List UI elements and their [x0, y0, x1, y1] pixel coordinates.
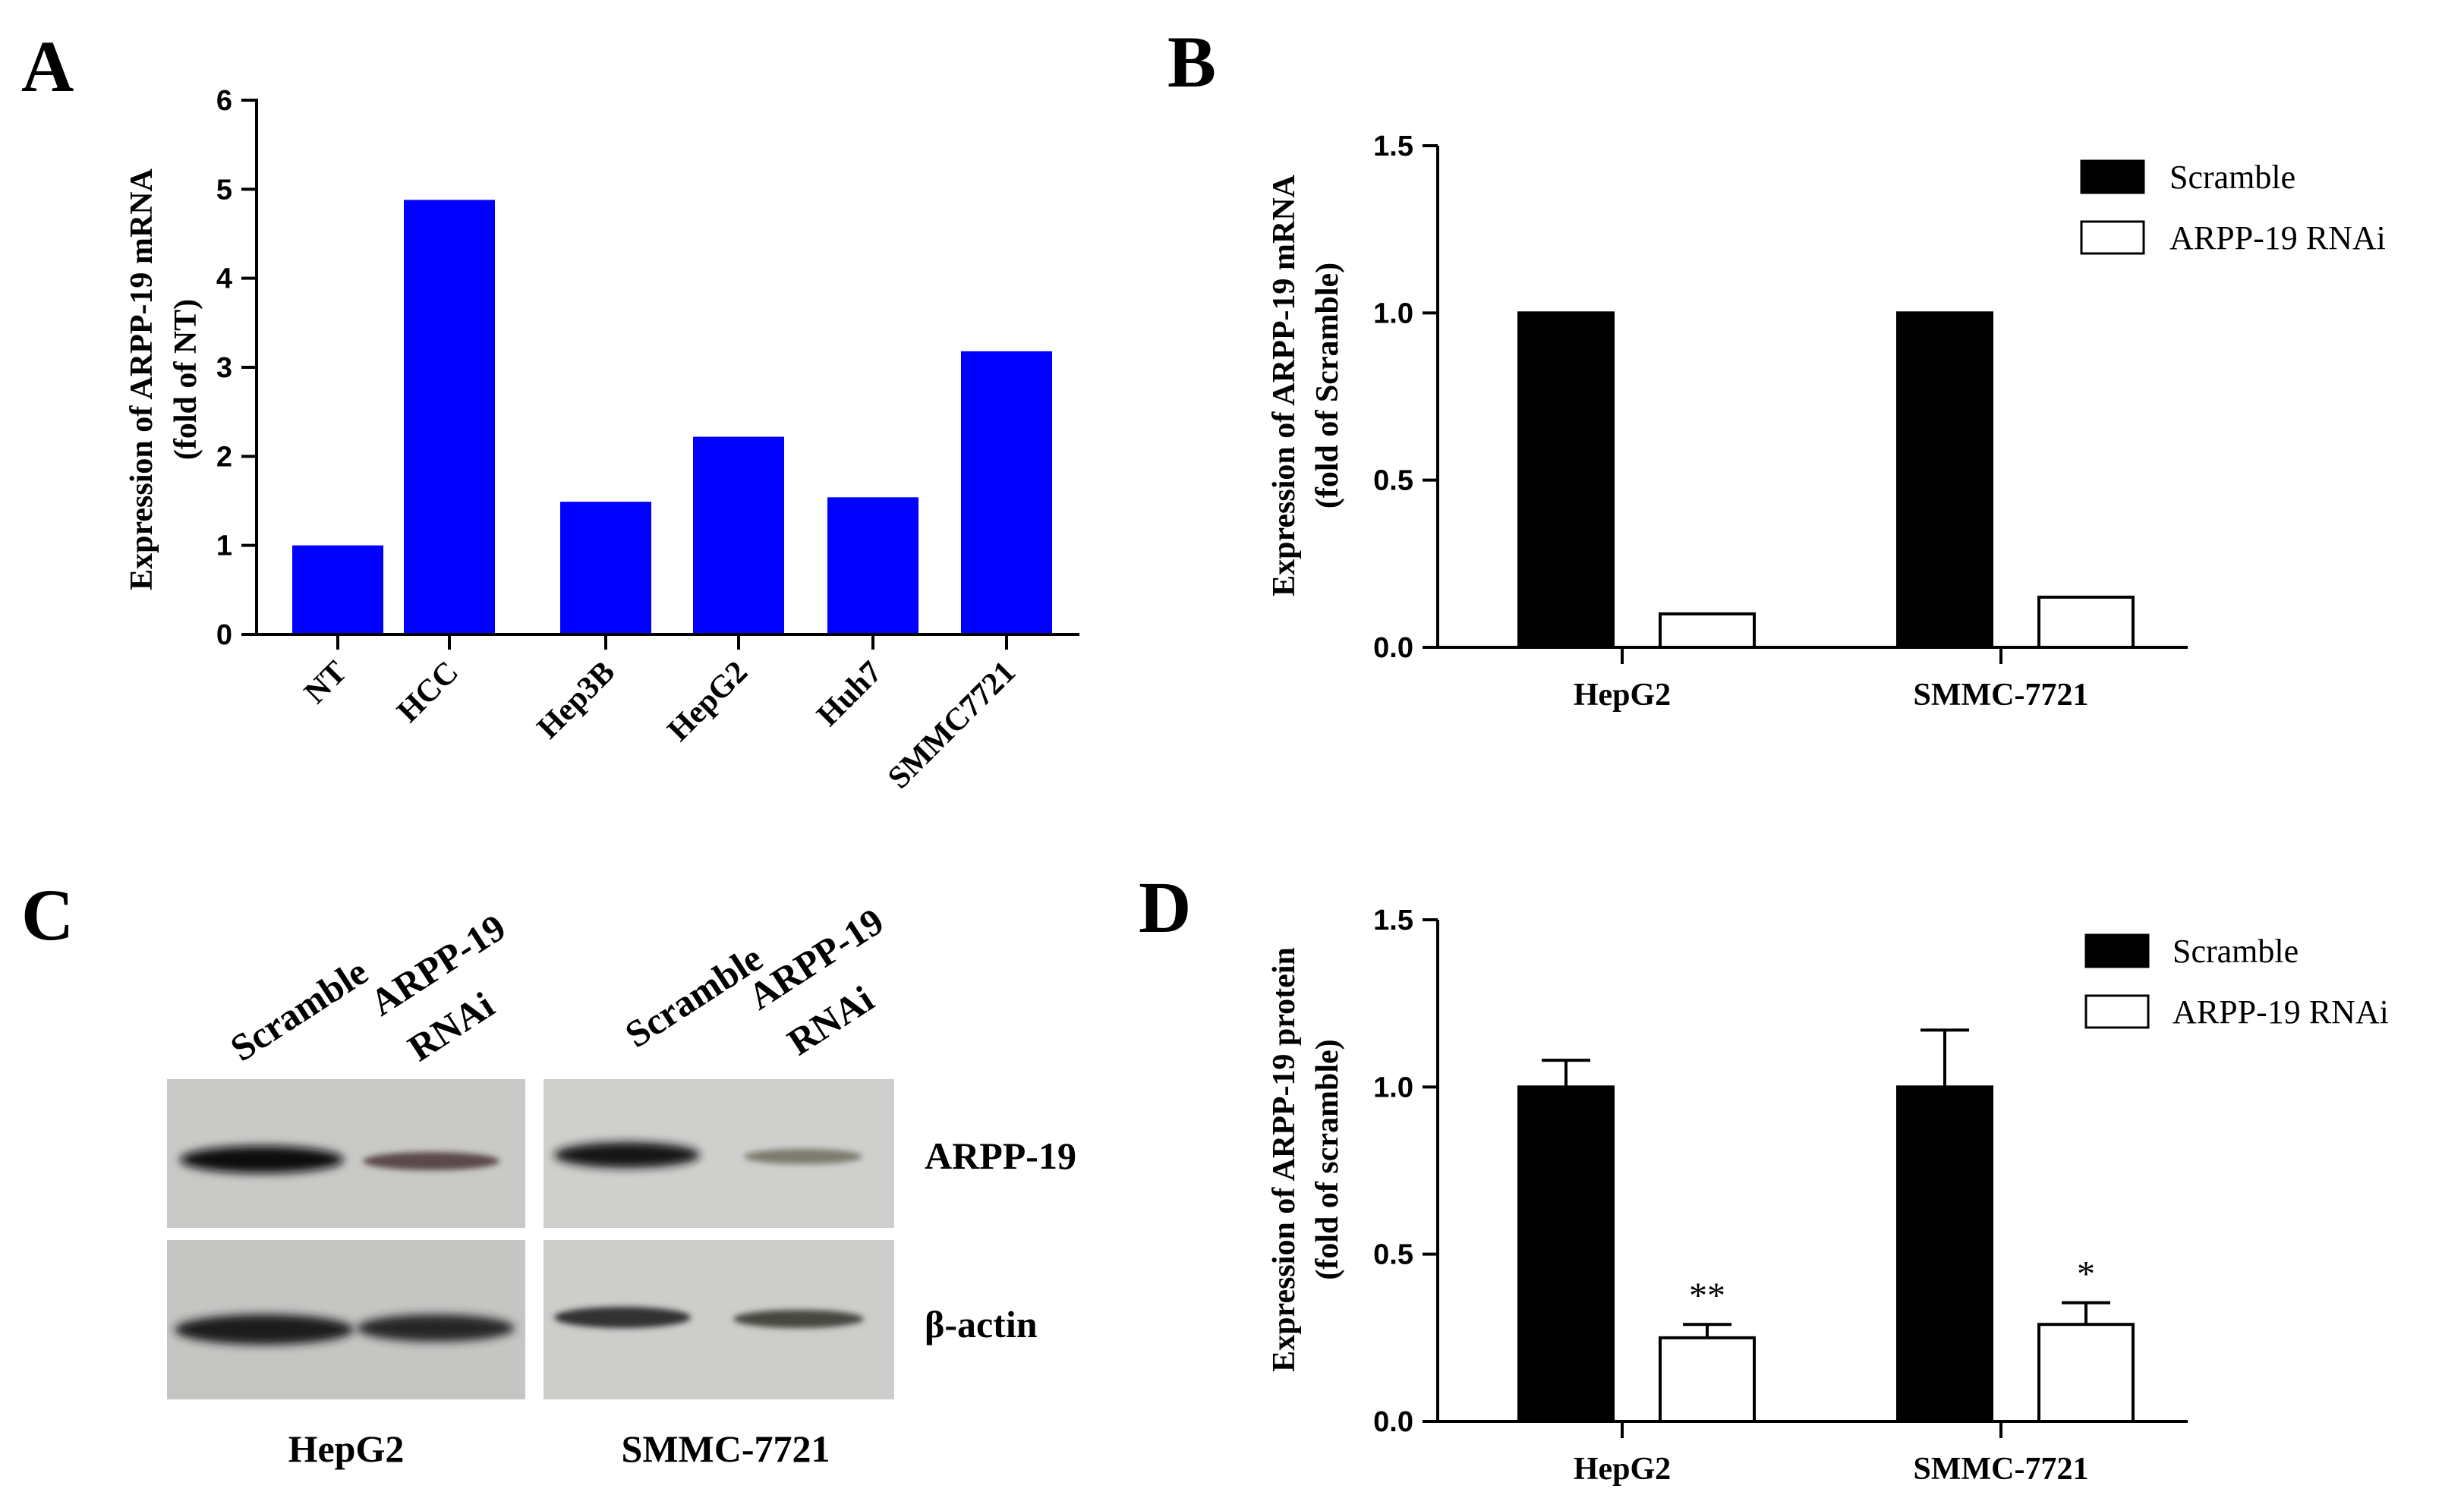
y-tick-label: 0.5: [1373, 465, 1413, 497]
panel-b-ylabel-line1: Expression of ARPP-19 mRNA: [1267, 174, 1302, 596]
bar-scramble-hepg2: [1517, 1085, 1615, 1424]
panel-b-legend: Scramble ARPP-19 RNAi: [2080, 159, 2386, 257]
bar-scramble-hepg2: [1517, 311, 1615, 649]
x-tick-label: HepG2: [1574, 1452, 1671, 1487]
y-tick-label: 1.0: [1373, 297, 1413, 329]
panel-b-x-labels: HepG2 SMMC-7721: [1574, 647, 2089, 713]
panel-a-letter: A: [21, 26, 74, 107]
y-tick-label: 1: [216, 530, 232, 562]
y-tick-label: 0: [216, 619, 232, 651]
panel-d-legend-swatch-rnai: [2084, 994, 2150, 1029]
panel-c: C Scramble ARPP-19 RNAi Scramble ARPP-19…: [21, 874, 1076, 1470]
y-tick-label: 0.5: [1373, 1239, 1413, 1271]
y-tick-label: 0.0: [1373, 1406, 1413, 1438]
bar-huh7: [827, 497, 918, 634]
panel-a-ylabel-line2: (fold of NT): [169, 299, 203, 460]
bar-hcc: [404, 200, 495, 634]
panel-d: D 0.00.51.01.5 *** HepG2 SMMC-7721 Expres…: [1139, 867, 2389, 1487]
x-tick-label: HCC: [391, 655, 466, 730]
y-tick-label: 3: [216, 352, 232, 384]
panel-d-legend-label-rnai: ARPP-19 RNAi: [2173, 993, 2389, 1031]
y-tick-label: 2: [216, 441, 232, 473]
x-tick-label: Huh7: [811, 655, 890, 734]
y-tick-label: 4: [216, 263, 232, 295]
bar-rnai-smmc-7721: [2037, 595, 2135, 650]
panel-a-y-ticks: 0 1 2 3 4 5 6: [216, 85, 257, 651]
panel-b-legend-label-rnai: ARPP-19 RNAi: [2169, 219, 2386, 257]
x-tick-label: SMMC-7721: [1914, 1452, 2089, 1487]
panel-b-ylabel-line2: (fold of Scramble): [1310, 263, 1345, 508]
panel-d-x-labels: HepG2 SMMC-7721: [1574, 1421, 2089, 1487]
blot-smmc-actin: [544, 1240, 894, 1399]
bar-scramble-smmc-7721: [1896, 311, 1993, 649]
panel-b-legend-swatch-scramble: [2080, 159, 2145, 194]
panel-d-legend-label-scramble: Scramble: [2173, 933, 2299, 970]
panel-a-bars: [292, 200, 1052, 634]
panel-b-bars: [1517, 311, 2135, 650]
bar-hepg2: [693, 436, 784, 634]
y-tick-label: 1.5: [1373, 131, 1413, 162]
panel-d-ylabel-line1: Expression of ARPP-19 protein: [1267, 947, 1302, 1372]
y-tick-label: 1.5: [1373, 905, 1413, 936]
panel-d-letter: D: [1139, 867, 1191, 948]
panel-b-legend-swatch-rnai: [2080, 220, 2145, 255]
panel-d-legend: Scramble ARPP-19 RNAi: [2084, 933, 2389, 1031]
panel-b-letter: B: [1167, 21, 1216, 102]
cell-line-label-hepg2: HepG2: [288, 1427, 405, 1470]
bar-rnai-hepg2: [1659, 612, 1756, 650]
significance-marker: *: [2077, 1254, 2095, 1295]
bar-smmc7721: [961, 351, 1052, 634]
panel-b-legend-label-scramble: Scramble: [2169, 159, 2295, 196]
bar-hep3b: [560, 502, 651, 634]
x-tick-label: HepG2: [661, 655, 755, 748]
y-tick-label: 0.0: [1373, 632, 1413, 664]
x-tick-label: NT: [298, 655, 354, 711]
row-label-beta-actin: β-actin: [925, 1303, 1038, 1346]
significance-marker: **: [1689, 1276, 1725, 1316]
x-tick-label: HepG2: [1574, 678, 1671, 713]
x-tick-label: SMMC7721: [881, 655, 1022, 796]
panel-d-y-ticks: 0.0 0.5 1.0 1.5: [1373, 905, 1438, 1438]
bar-nt: [292, 545, 383, 634]
panel-a-ylabel-line1: Expression of ARPP-19 mRNA: [124, 168, 159, 590]
panel-d-ylabel-line2: (fold of scramble): [1310, 1039, 1345, 1279]
bar-rnai-hepg2: [1659, 1336, 1756, 1424]
y-tick-label: 6: [216, 85, 232, 117]
panel-b: B 0.0 0.5 1.0 1.5 HepG2 SMMC-7721 Expression…: [1167, 21, 2386, 713]
panel-c-letter: C: [21, 874, 74, 955]
blot-hepg2-arpp19: [167, 1079, 525, 1228]
blot-smmc-arpp19: [544, 1079, 894, 1228]
lane-label-smmc-scramble: Scramble: [617, 936, 770, 1056]
y-tick-label: 1.0: [1373, 1072, 1413, 1103]
panel-b-y-ticks: 0.0 0.5 1.0 1.5: [1373, 131, 1438, 664]
x-tick-label: SMMC-7721: [1914, 678, 2089, 713]
panel-d-legend-swatch-scramble: [2084, 933, 2150, 968]
lane-label-hepg2-scramble: Scramble: [222, 950, 375, 1069]
panel-d-bars: ***: [1517, 1028, 2135, 1424]
row-label-arpp19: ARPP-19: [925, 1135, 1076, 1177]
x-tick-label: Hep3B: [531, 655, 622, 746]
y-tick-label: 5: [216, 174, 232, 206]
blot-hepg2-actin: [167, 1240, 525, 1399]
cell-line-label-smmc: SMMC-7721: [622, 1427, 830, 1470]
bar-rnai-smmc-7721: [2037, 1323, 2135, 1423]
bar-scramble-smmc-7721: [1896, 1085, 1993, 1424]
